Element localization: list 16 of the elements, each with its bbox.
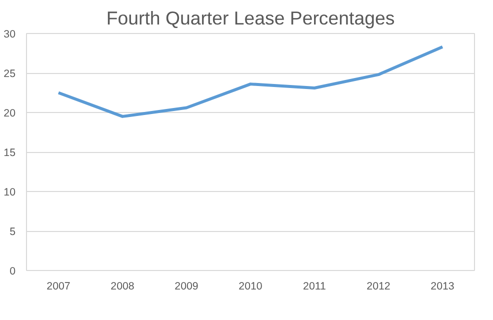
x-tick-label: 2009: [174, 280, 198, 292]
y-tick-label: 10: [4, 186, 16, 198]
x-tick-label: 2013: [430, 280, 454, 292]
y-tick-label: 5: [10, 226, 16, 238]
chart-title: Fourth Quarter Lease Percentages: [106, 8, 395, 28]
line-series: [57, 45, 444, 118]
x-tick-label: 2010: [238, 280, 262, 292]
x-tick-label: 2008: [110, 280, 134, 292]
y-tick-label: 15: [4, 147, 16, 159]
x-tick-label: 2007: [46, 280, 70, 292]
y-tick-label: 30: [4, 28, 16, 40]
x-tick-label: 2011: [303, 280, 326, 292]
y-tick-label: 20: [4, 108, 16, 120]
y-tick-label: 0: [10, 266, 16, 278]
y-tick-label: 25: [4, 68, 16, 80]
x-tick-label: 2012: [366, 280, 390, 292]
